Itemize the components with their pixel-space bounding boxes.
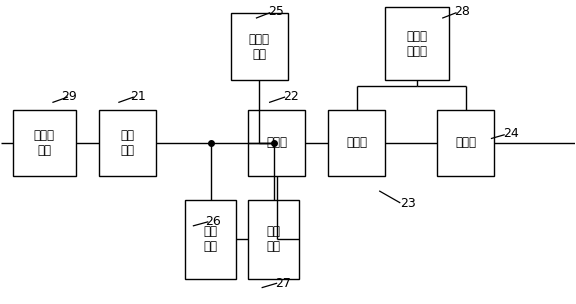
Text: 23: 23 — [400, 197, 415, 210]
Text: 25: 25 — [268, 5, 284, 18]
Text: 24: 24 — [503, 127, 519, 140]
Text: 输入
电刺: 输入 电刺 — [120, 129, 135, 157]
Text: 电压频
数器: 电压频 数器 — [34, 129, 55, 157]
Text: 比较器: 比较器 — [266, 136, 287, 150]
Bar — [230, 13, 288, 80]
Bar — [13, 110, 76, 176]
Bar — [437, 110, 494, 176]
Text: 27: 27 — [275, 277, 291, 289]
Bar — [185, 200, 236, 278]
Text: 触发器: 触发器 — [346, 136, 367, 150]
Text: 放电
模块: 放电 模块 — [267, 225, 281, 253]
Bar — [248, 200, 300, 278]
Bar — [328, 110, 385, 176]
Text: 29: 29 — [62, 90, 77, 103]
Text: 比存
储器: 比存 储器 — [203, 225, 218, 253]
Text: 计数器: 计数器 — [455, 136, 476, 150]
Bar — [99, 110, 156, 176]
Text: 26: 26 — [205, 215, 221, 228]
Text: 28: 28 — [454, 5, 470, 18]
Text: 21: 21 — [130, 90, 146, 103]
Bar — [385, 7, 449, 80]
Text: 22: 22 — [283, 90, 299, 103]
Text: 电流源
模块: 电流源 模块 — [249, 33, 270, 60]
Text: 制锯产
生模块: 制锯产 生模块 — [407, 29, 427, 57]
Bar — [248, 110, 305, 176]
